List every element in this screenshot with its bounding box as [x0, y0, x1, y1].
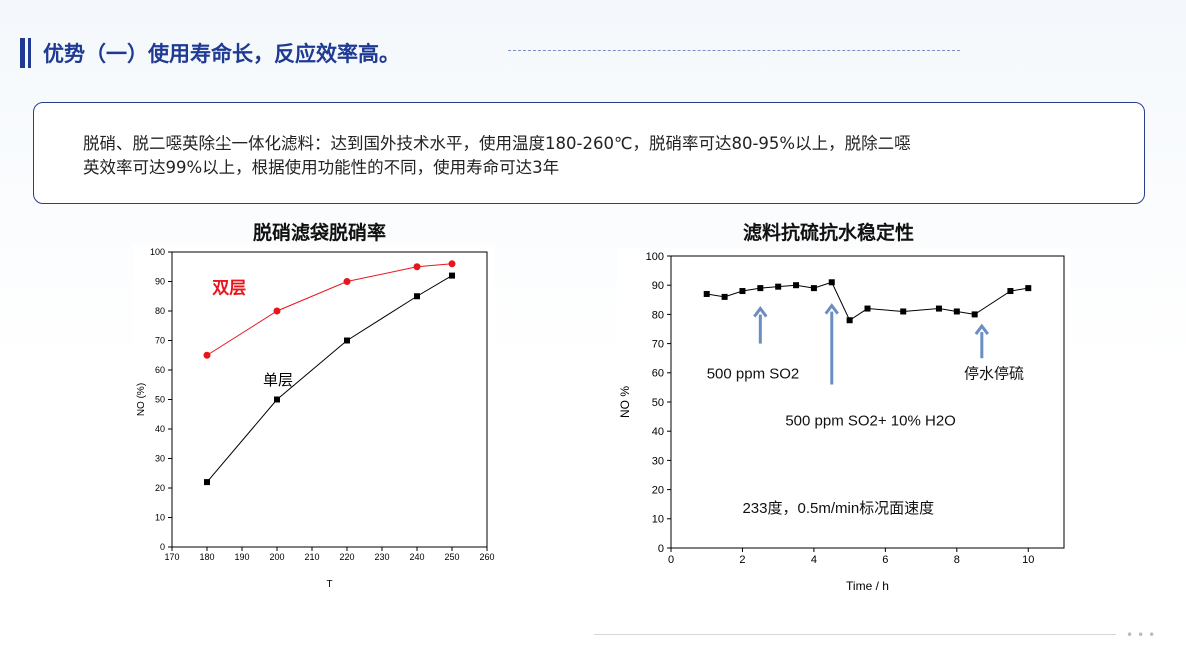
y-tick-label: 40	[652, 426, 664, 438]
data-point	[739, 288, 746, 295]
data-point	[721, 293, 728, 300]
annotation-arrow-head	[824, 303, 839, 315]
x-tick-label: 2	[739, 554, 745, 566]
x-tick-label: 260	[479, 552, 494, 562]
y-tick-label: 80	[652, 309, 664, 321]
data-point	[449, 272, 455, 279]
x-tick-label: 180	[199, 552, 214, 562]
y-tick-label: 10	[155, 513, 165, 523]
y-tick-label: 30	[652, 455, 664, 467]
y-tick-label: 40	[155, 424, 165, 434]
header: 优势（一）使用寿命长，反应效率高。	[20, 38, 400, 68]
y-tick-label: 30	[155, 454, 165, 464]
x-tick-label: 10	[1022, 554, 1034, 566]
x-tick-label: 8	[954, 554, 960, 566]
x-tick-label: 6	[882, 554, 888, 566]
annotation-arrow-head	[974, 323, 990, 335]
data-point	[1007, 288, 1014, 295]
series-line-2	[206, 275, 453, 483]
data-point	[864, 305, 871, 312]
data-point	[414, 293, 420, 300]
y-tick-label: 50	[155, 395, 165, 405]
y-axis-label: NO %	[618, 386, 632, 418]
y-tick-label: 20	[155, 483, 165, 493]
y-tick-label: 50	[652, 397, 664, 409]
data-point	[344, 337, 350, 344]
y-axis-label: NO (%)	[136, 383, 147, 416]
data-point	[971, 311, 978, 318]
title-divider	[508, 50, 960, 51]
footer-dots: •••	[1126, 628, 1160, 642]
chart2-title: 滤料抗硫抗水稳定性	[743, 222, 915, 244]
x-tick-label: 170	[164, 552, 179, 562]
x-tick-label: 210	[304, 552, 319, 562]
footer-divider	[594, 634, 1116, 635]
y-tick-label: 70	[155, 336, 165, 346]
description-line-1: 脱硝、脱二噁英除尘一体化滤料：达到国外技术水平，使用温度180-260℃，脱硝率…	[83, 134, 911, 153]
annotation-label: 500 ppm SO2	[707, 366, 800, 383]
data-point	[703, 290, 710, 297]
x-axis-label: Time / h	[846, 579, 889, 593]
description-box: 脱硝、脱二噁英除尘一体化滤料：达到国外技术水平，使用温度180-260℃，脱硝率…	[33, 102, 1145, 204]
x-tick-label: 220	[339, 552, 354, 562]
y-tick-label: 20	[652, 484, 664, 496]
y-tick-label: 60	[155, 365, 165, 375]
y-tick-label: 80	[155, 306, 165, 316]
x-tick-label: 250	[444, 552, 459, 562]
y-tick-label: 0	[658, 543, 664, 555]
data-point	[448, 260, 456, 268]
x-tick-label: 0	[668, 554, 674, 566]
data-point	[203, 351, 211, 359]
data-point	[810, 285, 817, 292]
page-title: 优势（一）使用寿命长，反应效率高。	[43, 42, 400, 66]
data-point	[1025, 285, 1032, 292]
data-point	[273, 307, 281, 315]
data-point	[935, 305, 942, 312]
x-tick-label: 4	[811, 554, 817, 566]
y-tick-label: 100	[646, 251, 664, 263]
x-axis-label: T	[326, 579, 332, 590]
y-tick-label: 0	[160, 542, 165, 552]
x-tick-label: 190	[234, 552, 249, 562]
chart1-title: 脱硝滤袋脱硝率	[253, 222, 387, 244]
data-point	[757, 285, 764, 292]
y-tick-label: 60	[652, 368, 664, 380]
data-point	[413, 263, 421, 271]
description-line-2: 英效率可达99%以上，根据使用功能性的不同，使用寿命可达3年	[83, 158, 560, 177]
data-point	[343, 278, 351, 285]
annotation-arrow-head	[753, 306, 768, 318]
data-point	[775, 283, 782, 290]
y-tick-label: 90	[155, 277, 165, 287]
denitration-rate-chart: 170 180 190 200 210 220 230 240 250 260 0 10 20 30 40 5…	[133, 245, 495, 597]
data-point	[274, 396, 280, 403]
y-tick-label: 100	[150, 247, 165, 257]
annotation-label: 停水停硫	[964, 366, 1024, 383]
annotation-label: 233度，0.5m/min标况面速度	[742, 500, 934, 517]
data-point	[900, 308, 907, 315]
series-line-1	[706, 281, 1029, 321]
data-point	[793, 282, 800, 289]
data-point	[953, 308, 960, 315]
y-tick-label: 90	[652, 280, 664, 292]
annotation-label: 双层	[212, 278, 246, 297]
data-point	[828, 279, 835, 286]
annotation-label: 500 ppm SO2+ 10% H2O	[785, 412, 956, 429]
title-accent-bar	[20, 38, 25, 68]
x-tick-label: 230	[374, 552, 389, 562]
y-tick-label: 10	[652, 514, 664, 526]
data-point	[846, 317, 853, 324]
annotation-label: 单层	[263, 372, 293, 389]
data-point	[204, 479, 210, 486]
y-tick-label: 70	[652, 338, 664, 350]
x-tick-label: 240	[409, 552, 424, 562]
x-tick-label: 200	[269, 552, 284, 562]
title-accent-bar-thin	[28, 38, 31, 68]
